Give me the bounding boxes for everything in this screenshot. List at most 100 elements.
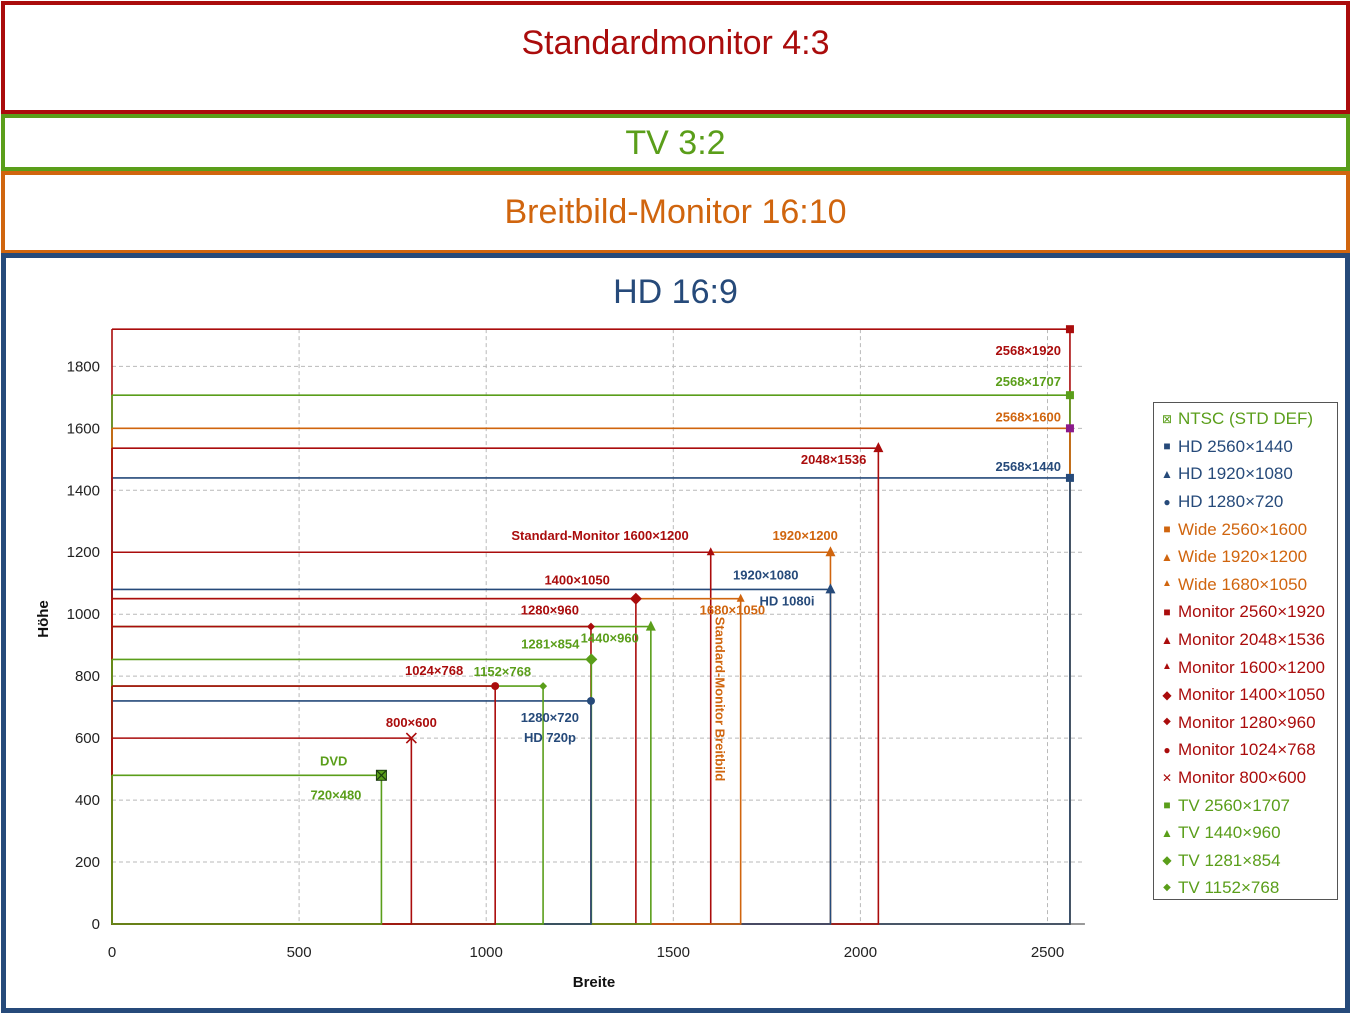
legend-item: ⊠ NTSC (STD DEF) [1160, 405, 1337, 433]
x-tick-label: 0 [108, 944, 116, 961]
data-label: 1280×960 [521, 603, 579, 618]
legend-item: ▲ Monitor 2048×1536 [1160, 626, 1337, 654]
frame-hd-16-9: HD 16:9 [1, 253, 1350, 1013]
data-point [539, 682, 548, 691]
frame-tv-3-2: TV 3:2 [1, 114, 1350, 171]
frame-title-tv: TV 3:2 [625, 124, 726, 162]
data-point [645, 620, 656, 631]
x-tick-label: 500 [287, 944, 312, 961]
legend-marker-icon: ■ [1163, 522, 1171, 537]
legend-marker-icon: ◆ [1163, 881, 1171, 893]
data-point [405, 732, 417, 744]
legend-item: ◆ Monitor 1400×1050 [1160, 681, 1337, 709]
legend-label: Monitor 1024×768 [1178, 740, 1316, 760]
legend-marker-icon: ▲ [1162, 578, 1172, 590]
data-label: 800×600 [386, 715, 437, 730]
legend-label: Wide 1680×1050 [1178, 574, 1308, 594]
x-tick-label: 1500 [657, 944, 690, 961]
legend-item: ▲ TV 1440×960 [1160, 819, 1337, 847]
legend-marker-icon: ● [1163, 494, 1171, 509]
legend-label: TV 2560×1707 [1178, 795, 1291, 815]
data-label: 1281×854 [521, 636, 580, 651]
data-point [585, 653, 598, 666]
y-axis-label: Höhe [35, 600, 52, 638]
legend-item: ▲ Wide 1920×1200 [1160, 543, 1337, 571]
legend-item: ■ Monitor 2560×1920 [1160, 598, 1337, 626]
data-point [491, 682, 500, 691]
y-tick-label: 1600 [67, 420, 100, 437]
chart-title: HD 16:9 [613, 273, 738, 311]
data-labels: 2568×1920 2568×1707 2568×1600 2048×1536 2568… [310, 343, 1061, 802]
legend-marker-icon: ■ [1163, 604, 1171, 619]
data-point [586, 696, 595, 705]
data-label: HD 720p [524, 730, 576, 745]
data-label: 1280×720 [521, 710, 579, 725]
legend-item: ◆ TV 1281×854 [1160, 847, 1337, 875]
data-label: 2048×1536 [801, 452, 866, 467]
legend-label: HD 2560×1440 [1178, 436, 1293, 456]
data-point [825, 546, 836, 557]
legend-label: Monitor 1600×1200 [1178, 657, 1325, 677]
legend-marker-icon: ■ [1163, 439, 1171, 454]
legend-label: Monitor 1400×1050 [1178, 685, 1325, 705]
legend-marker-icon: ■ [1163, 798, 1171, 813]
data-label: 2568×1600 [996, 409, 1061, 424]
legend-marker-icon: ▲ [1162, 661, 1172, 673]
data-label: Standard-Monitor 1600×1200 [511, 528, 688, 543]
data-label: DVD [320, 753, 347, 768]
data-point [1065, 424, 1074, 433]
legend-marker-icon: ▲ [1161, 549, 1173, 564]
data-label: 1024×768 [405, 663, 463, 678]
y-tick-label: 200 [75, 854, 100, 871]
frame-wide-16-10: Breitbild-Monitor 16:10 [1, 171, 1350, 254]
data-point [586, 622, 595, 631]
legend-label: TV 1281×854 [1178, 850, 1281, 870]
legend-item: ▲ Monitor 1600×1200 [1160, 653, 1337, 681]
legend-item: ■ TV 2560×1707 [1160, 791, 1337, 819]
y-tick-label: 1200 [67, 544, 100, 561]
resolution-rect [111, 737, 413, 925]
x-tick-label: 2000 [844, 944, 877, 961]
data-markers [375, 325, 1074, 781]
data-label: HD 1080i [760, 593, 815, 608]
legend-marker-icon: ◆ [1162, 853, 1172, 868]
legend-label: HD 1920×1080 [1178, 464, 1293, 484]
resolution-rect [111, 685, 544, 925]
legend-item: ▲ Wide 1680×1050 [1160, 571, 1337, 599]
legend-item: ● HD 1280×720 [1160, 488, 1337, 516]
legend-item: ✕ Monitor 800×600 [1160, 764, 1337, 792]
legend-marker-icon: ▲ [1161, 466, 1173, 481]
y-tick-label: 1400 [67, 482, 100, 499]
frame-standard-4-3: Standardmonitor 4:3 [1, 1, 1350, 114]
data-label: 720×480 [310, 787, 361, 802]
resolution-rect [111, 774, 383, 925]
y-tick-label: 0 [92, 916, 100, 933]
data-label: 1440×960 [581, 631, 639, 646]
data-point [706, 547, 715, 556]
legend-label: TV 1152×768 [1178, 878, 1280, 898]
legend-marker-icon: ◆ [1163, 716, 1171, 728]
legend-item: ● Monitor 1024×768 [1160, 736, 1337, 764]
resolution-rect [111, 685, 496, 925]
data-label: 1920×1080 [733, 567, 798, 582]
data-label: 1920×1200 [772, 528, 837, 543]
legend-item: ◆ TV 1152×768 [1160, 874, 1337, 902]
data-label: 2568×1440 [996, 459, 1061, 474]
legend-label: TV 1440×960 [1178, 823, 1281, 843]
legend-marker-icon: ▲ [1161, 632, 1173, 647]
y-tick-label: 800 [75, 668, 100, 685]
legend-marker-icon: ▲ [1161, 825, 1173, 840]
legend-label: Monitor 2048×1536 [1178, 630, 1325, 650]
legend-marker-icon: ⊠ [1161, 411, 1173, 426]
legend: ⊠ NTSC (STD DEF) ■ HD 2560×1440 ▲ HD 1920×108… [1153, 402, 1338, 900]
legend-item: ■ Wide 2560×1600 [1160, 515, 1337, 543]
legend-marker-icon: ◆ [1162, 687, 1172, 702]
data-label: 1680×1050 [700, 603, 765, 618]
data-point [1065, 325, 1074, 334]
y-tick-label: 1800 [67, 358, 100, 375]
y-tick-label: 1000 [67, 606, 100, 623]
legend-label: Wide 1920×1200 [1178, 547, 1308, 567]
data-point [375, 769, 387, 781]
vertical-label: Standard-Monitor Breitbild [713, 617, 728, 782]
